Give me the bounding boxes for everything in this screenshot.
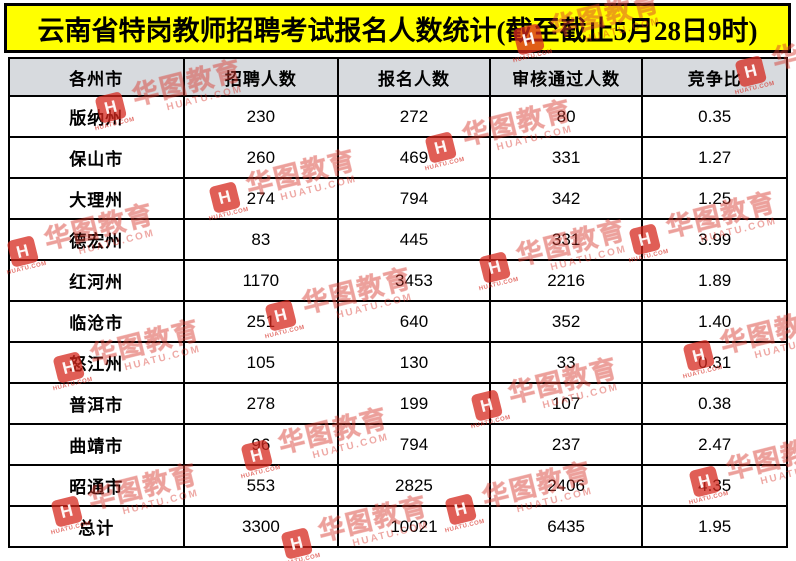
value-cell: 352 bbox=[488, 300, 644, 343]
value-cell: 251 bbox=[182, 300, 340, 343]
value-cell: 1170 bbox=[182, 259, 340, 302]
value-cell: 272 bbox=[337, 95, 491, 138]
table-row: 版纳州 230 272 80 0.35 bbox=[8, 95, 788, 138]
value-cell: 3300 bbox=[182, 505, 340, 548]
table-row: 大理州 274 794 342 1.25 bbox=[8, 177, 788, 220]
value-cell: 794 bbox=[337, 177, 491, 220]
value-cell: 342 bbox=[488, 177, 644, 220]
value-cell: 107 bbox=[488, 382, 644, 425]
value-cell: 794 bbox=[337, 423, 491, 466]
value-cell: 80 bbox=[488, 95, 644, 138]
value-cell: 2216 bbox=[488, 259, 644, 302]
title-bar: 云南省特岗教师招聘考试报名人数统计(截至截止5月28日9时) bbox=[4, 3, 791, 53]
region-cell: 保山市 bbox=[8, 136, 185, 179]
table-row: 红河州 1170 3453 2216 1.89 bbox=[8, 259, 788, 302]
value-cell: 331 bbox=[488, 218, 644, 261]
table-row: 德宏州 83 445 331 3.99 bbox=[8, 218, 788, 261]
value-cell: 553 bbox=[182, 464, 340, 507]
column-header-approved: 审核通过人数 bbox=[488, 57, 644, 97]
value-cell: 1.27 bbox=[641, 136, 788, 179]
value-cell: 33 bbox=[488, 341, 644, 384]
huatu-logo-caption: HUATU.COM bbox=[280, 552, 322, 561]
region-cell: 普洱市 bbox=[8, 382, 185, 425]
value-cell: 469 bbox=[337, 136, 491, 179]
region-cell: 临沧市 bbox=[8, 300, 185, 343]
value-cell: 96 bbox=[182, 423, 340, 466]
column-header-ratio: 竞争比 bbox=[641, 57, 788, 97]
table-row: 总计 3300 10021 6435 1.95 bbox=[8, 505, 788, 548]
column-header-region: 各州市 bbox=[8, 57, 185, 97]
header-row: 各州市 招聘人数 报名人数 审核通过人数 竞争比 bbox=[8, 57, 788, 97]
region-cell: 昭通市 bbox=[8, 464, 185, 507]
column-header-recruited: 招聘人数 bbox=[182, 57, 340, 97]
table-header: 各州市 招聘人数 报名人数 审核通过人数 竞争比 bbox=[8, 57, 788, 97]
value-cell: 83 bbox=[182, 218, 340, 261]
value-cell: 199 bbox=[337, 382, 491, 425]
value-cell: 6435 bbox=[488, 505, 644, 548]
table-row: 曲靖市 96 794 237 2.47 bbox=[8, 423, 788, 466]
value-cell: 3453 bbox=[337, 259, 491, 302]
table-row: 保山市 260 469 331 1.27 bbox=[8, 136, 788, 179]
value-cell: 1.95 bbox=[641, 505, 788, 548]
value-cell: 2406 bbox=[488, 464, 644, 507]
region-cell: 德宏州 bbox=[8, 218, 185, 261]
value-cell: 2.47 bbox=[641, 423, 788, 466]
value-cell: 4.35 bbox=[641, 464, 788, 507]
value-cell: 0.38 bbox=[641, 382, 788, 425]
region-cell: 总计 bbox=[8, 505, 185, 548]
table-row: 临沧市 251 640 352 1.40 bbox=[8, 300, 788, 343]
value-cell: 3.99 bbox=[641, 218, 788, 261]
value-cell: 237 bbox=[488, 423, 644, 466]
value-cell: 0.31 bbox=[641, 341, 788, 384]
value-cell: 0.35 bbox=[641, 95, 788, 138]
table-body: 版纳州 230 272 80 0.35 保山市 260 469 331 1.27 大理州 274 794… bbox=[8, 95, 788, 548]
value-cell: 1.25 bbox=[641, 177, 788, 220]
value-cell: 278 bbox=[182, 382, 340, 425]
value-cell: 105 bbox=[182, 341, 340, 384]
value-cell: 274 bbox=[182, 177, 340, 220]
value-cell: 1.40 bbox=[641, 300, 788, 343]
region-cell: 版纳州 bbox=[8, 95, 185, 138]
value-cell: 445 bbox=[337, 218, 491, 261]
value-cell: 230 bbox=[182, 95, 340, 138]
page-title: 云南省特岗教师招聘考试报名人数统计(截至截止5月28日9时) bbox=[37, 15, 758, 46]
table-row: 昭通市 553 2825 2406 4.35 bbox=[8, 464, 788, 507]
region-cell: 曲靖市 bbox=[8, 423, 185, 466]
region-cell: 大理州 bbox=[8, 177, 185, 220]
table-row: 怒江州 105 130 33 0.31 bbox=[8, 341, 788, 384]
statistics-table: 各州市 招聘人数 报名人数 审核通过人数 竞争比 版纳州 230 272 80 0.35… bbox=[8, 57, 788, 548]
value-cell: 10021 bbox=[337, 505, 491, 548]
value-cell: 1.89 bbox=[641, 259, 788, 302]
value-cell: 640 bbox=[337, 300, 491, 343]
region-cell: 怒江州 bbox=[8, 341, 185, 384]
value-cell: 2825 bbox=[337, 464, 491, 507]
value-cell: 331 bbox=[488, 136, 644, 179]
value-cell: 260 bbox=[182, 136, 340, 179]
region-cell: 红河州 bbox=[8, 259, 185, 302]
column-header-applied: 报名人数 bbox=[337, 57, 491, 97]
value-cell: 130 bbox=[337, 341, 491, 384]
table-row: 普洱市 278 199 107 0.38 bbox=[8, 382, 788, 425]
